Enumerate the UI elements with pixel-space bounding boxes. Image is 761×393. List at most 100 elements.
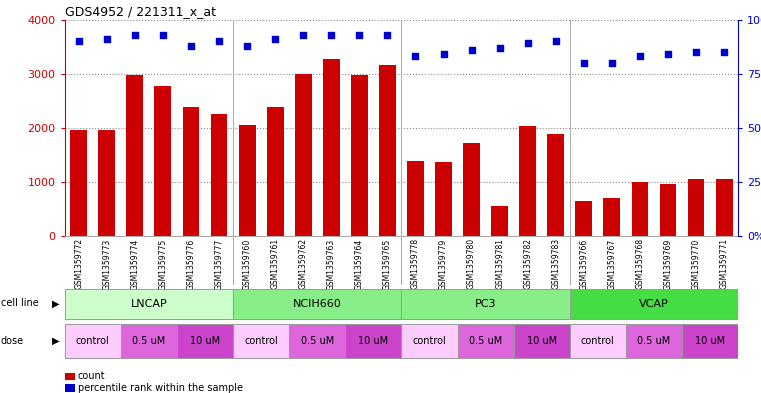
Text: GSM1359769: GSM1359769 [664, 238, 673, 290]
Text: percentile rank within the sample: percentile rank within the sample [78, 383, 243, 393]
Text: dose: dose [1, 336, 24, 346]
Bar [379, 65, 396, 236]
Text: GSM1359765: GSM1359765 [383, 238, 392, 290]
Bar [70, 130, 87, 236]
Text: NCIH660: NCIH660 [293, 299, 342, 309]
Text: VCAP: VCAP [639, 299, 669, 309]
Point [72, 38, 84, 44]
Text: control: control [412, 336, 447, 346]
Text: ▶: ▶ [52, 336, 59, 346]
Bar [715, 179, 733, 236]
Text: 10 uM: 10 uM [527, 336, 557, 346]
Text: GDS4952 / 221311_x_at: GDS4952 / 221311_x_at [65, 6, 215, 18]
Point [549, 38, 562, 44]
Text: GSM1359780: GSM1359780 [467, 238, 476, 289]
Point [381, 31, 393, 38]
Point [718, 49, 731, 55]
Bar [547, 134, 564, 236]
Bar [570, 324, 626, 358]
Point [185, 42, 197, 49]
Point [241, 42, 253, 49]
Bar [660, 184, 677, 236]
Text: GSM1359762: GSM1359762 [299, 238, 307, 289]
Point [662, 51, 674, 57]
Text: GSM1359781: GSM1359781 [495, 238, 504, 289]
Bar [519, 125, 536, 236]
Bar [65, 324, 121, 358]
Text: GSM1359768: GSM1359768 [635, 238, 645, 289]
Point [438, 51, 450, 57]
Point [213, 38, 225, 44]
Bar [514, 324, 570, 358]
Bar [233, 324, 289, 358]
Text: 0.5 uM: 0.5 uM [132, 336, 165, 346]
Bar [632, 182, 648, 236]
Bar [177, 324, 233, 358]
Bar [239, 125, 256, 236]
Bar [401, 288, 570, 319]
Bar [575, 201, 592, 236]
Point [494, 44, 506, 51]
Bar [65, 288, 233, 319]
Text: control: control [244, 336, 278, 346]
Point [297, 31, 309, 38]
Point [409, 53, 422, 59]
Bar [126, 75, 143, 236]
Point [353, 31, 365, 38]
Text: 10 uM: 10 uM [695, 336, 725, 346]
Point [129, 31, 141, 38]
Text: GSM1359766: GSM1359766 [579, 238, 588, 290]
Bar [435, 162, 452, 236]
Text: GSM1359776: GSM1359776 [186, 238, 196, 290]
Text: GSM1359783: GSM1359783 [551, 238, 560, 289]
Bar [345, 324, 401, 358]
Bar [351, 75, 368, 236]
Point [466, 47, 478, 53]
Point [578, 60, 590, 66]
Text: GSM1359761: GSM1359761 [271, 238, 279, 289]
Point [521, 40, 533, 46]
Bar [98, 130, 115, 236]
Point [690, 49, 702, 55]
Text: GSM1359771: GSM1359771 [720, 238, 728, 289]
Text: PC3: PC3 [475, 299, 496, 309]
Bar [491, 206, 508, 236]
Bar [682, 324, 738, 358]
Bar [401, 324, 457, 358]
Text: control: control [581, 336, 615, 346]
Point [157, 31, 169, 38]
Text: 0.5 uM: 0.5 uM [638, 336, 670, 346]
Text: GSM1359760: GSM1359760 [243, 238, 252, 290]
Bar [603, 198, 620, 236]
Bar [688, 179, 705, 236]
Bar [266, 107, 284, 236]
Text: LNCAP: LNCAP [130, 299, 167, 309]
Bar [323, 59, 339, 236]
Point [606, 60, 618, 66]
Bar [407, 161, 424, 236]
Bar [295, 73, 312, 236]
Point [269, 36, 282, 42]
Text: GSM1359764: GSM1359764 [355, 238, 364, 290]
Point [634, 53, 646, 59]
Text: count: count [78, 371, 105, 382]
Text: 0.5 uM: 0.5 uM [301, 336, 334, 346]
Text: GSM1359782: GSM1359782 [524, 238, 532, 289]
Bar [183, 107, 199, 236]
Text: GSM1359763: GSM1359763 [326, 238, 336, 290]
Bar [457, 324, 514, 358]
Text: 0.5 uM: 0.5 uM [469, 336, 502, 346]
Text: GSM1359767: GSM1359767 [607, 238, 616, 290]
Text: 10 uM: 10 uM [190, 336, 220, 346]
Bar [570, 288, 738, 319]
Bar [463, 143, 480, 236]
Bar [154, 86, 171, 236]
Text: GSM1359778: GSM1359778 [411, 238, 420, 289]
Text: ▶: ▶ [52, 298, 59, 309]
Text: GSM1359777: GSM1359777 [215, 238, 224, 290]
Bar [211, 114, 228, 236]
Bar [121, 324, 177, 358]
Text: GSM1359772: GSM1359772 [75, 238, 83, 289]
Text: 10 uM: 10 uM [358, 336, 388, 346]
Text: GSM1359770: GSM1359770 [692, 238, 701, 290]
